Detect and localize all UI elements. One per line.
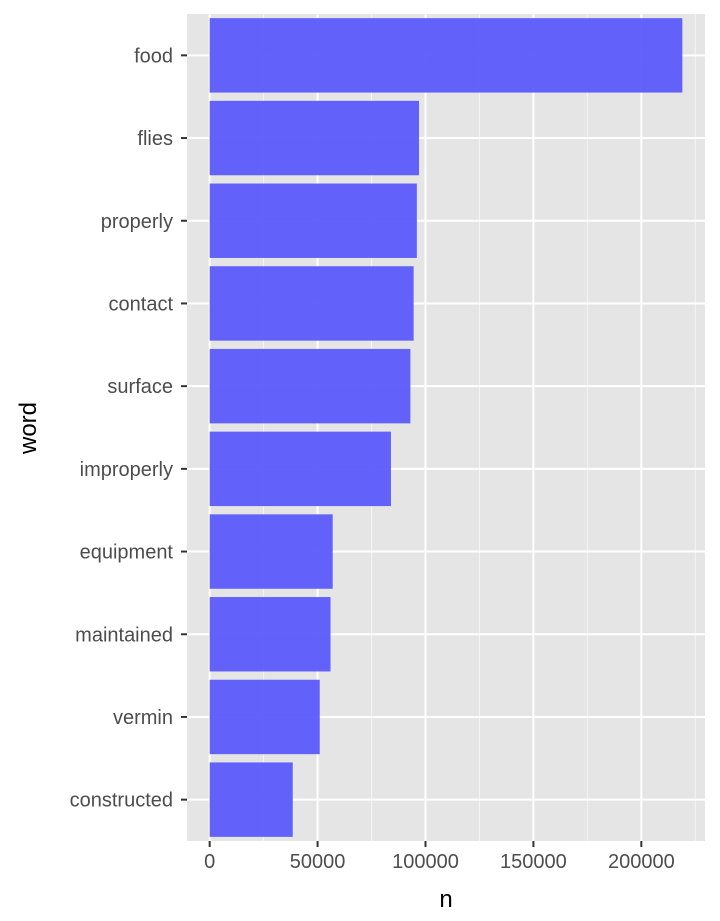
bar-vermin xyxy=(209,679,320,755)
y-tick-label: vermin xyxy=(113,707,173,729)
x-tick-label: 150000 xyxy=(500,851,567,873)
x-tick-label: 50000 xyxy=(290,851,346,873)
bar-surface xyxy=(209,348,411,424)
y-tick-label: maintained xyxy=(75,624,173,646)
y-tick-label: constructed xyxy=(70,790,173,812)
bar-flies xyxy=(209,100,420,176)
bar-equipment xyxy=(209,514,333,589)
bar-maintained xyxy=(209,597,331,672)
y-tick-label: properly xyxy=(101,211,173,233)
bar-properly xyxy=(209,183,417,258)
x-tick-label: 200000 xyxy=(608,851,675,873)
y-tick-label: improperly xyxy=(80,459,173,481)
x-tick-label: 0 xyxy=(204,851,215,873)
bar-constructed xyxy=(209,762,293,837)
y-tick-label: food xyxy=(134,45,173,67)
y-tick-label: contact xyxy=(109,293,174,315)
y-tick-label: surface xyxy=(107,376,173,398)
x-axis-title: n xyxy=(439,886,452,913)
y-tick-label: flies xyxy=(137,128,173,150)
y-axis: food flies properly contact surface improperl… xyxy=(70,45,187,812)
bars xyxy=(209,18,683,837)
y-axis-title: word xyxy=(15,402,42,455)
x-tick-label: 100000 xyxy=(392,851,459,873)
bar-contact xyxy=(209,266,414,341)
bar-improperly xyxy=(209,431,391,507)
y-tick-label: equipment xyxy=(80,542,174,564)
x-axis: 0 50000 100000 150000 200000 xyxy=(204,841,675,873)
bar-food xyxy=(209,18,683,93)
